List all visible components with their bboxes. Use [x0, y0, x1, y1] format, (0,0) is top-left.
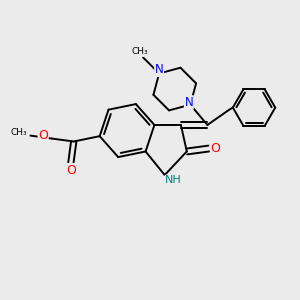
Text: O: O — [210, 142, 220, 155]
Text: O: O — [66, 164, 76, 176]
Text: N: N — [155, 63, 164, 76]
Text: NH: NH — [165, 175, 182, 185]
Text: CH₃: CH₃ — [10, 128, 27, 137]
Text: CH₃: CH₃ — [131, 47, 148, 56]
Text: O: O — [38, 129, 48, 142]
Text: N: N — [184, 96, 193, 109]
